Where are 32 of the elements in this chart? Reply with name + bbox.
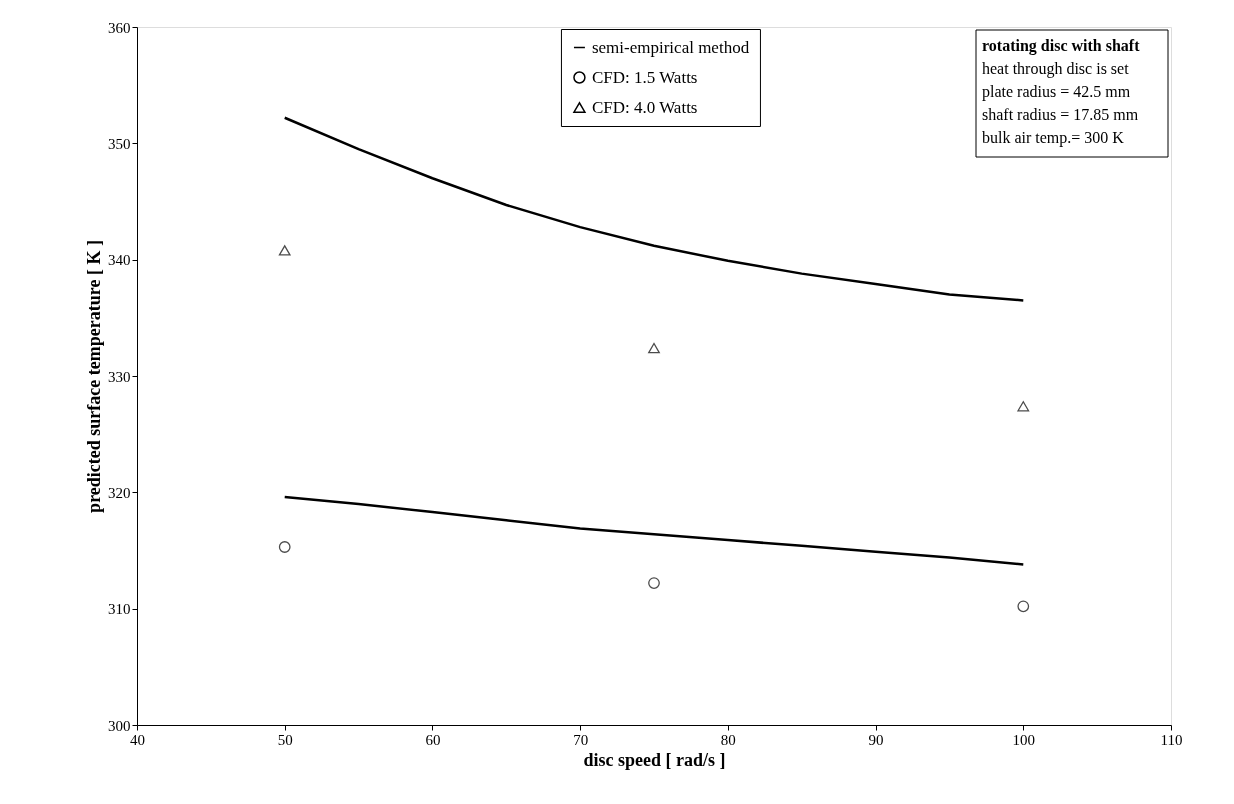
legend-label: semi-empirical method <box>591 37 750 57</box>
point <box>648 577 660 589</box>
y-tick-label: 350 <box>108 135 131 152</box>
x-tick-label: 50 <box>277 731 293 748</box>
y-tick-label: 300 <box>108 717 131 734</box>
x-tick-label: 90 <box>868 731 884 748</box>
y-tick-label: 330 <box>108 368 131 385</box>
point <box>1017 600 1030 613</box>
point <box>278 541 291 553</box>
y-tick-label: 340 <box>108 252 131 269</box>
y-tick-label: 310 <box>108 601 131 618</box>
y-axis-title: predicted surface temperature [ K ] <box>84 240 104 513</box>
point <box>648 342 660 354</box>
legend-label: CFD: 4.0 Watts <box>591 97 698 117</box>
point <box>278 245 291 256</box>
x-tick-label: 100 <box>1012 731 1036 748</box>
x-tick-label: 70 <box>573 731 589 748</box>
x-axis-title: disc speed [ rad/s ] <box>583 749 726 770</box>
line-series <box>283 495 1025 566</box>
annotation: heat through disc is set <box>982 60 1130 78</box>
annotation: shaft radius = 17.85 mm <box>982 106 1139 123</box>
x-tick-label: 110 <box>1160 731 1183 748</box>
x-tick-label: 60 <box>425 731 441 748</box>
y-tick-label: 360 <box>108 19 131 36</box>
x-tick-label: 80 <box>720 731 736 748</box>
legend-label: CFD: 1.5 Watts <box>591 67 698 87</box>
point <box>1017 401 1030 412</box>
annotation: rotating disc with shaft <box>982 37 1141 55</box>
annotation: plate radius = 42.5 mm <box>982 83 1131 101</box>
x-tick-label: 40 <box>130 731 145 748</box>
annotation: bulk air temp.= 300 K <box>982 129 1125 147</box>
y-tick-label: 320 <box>108 484 131 501</box>
